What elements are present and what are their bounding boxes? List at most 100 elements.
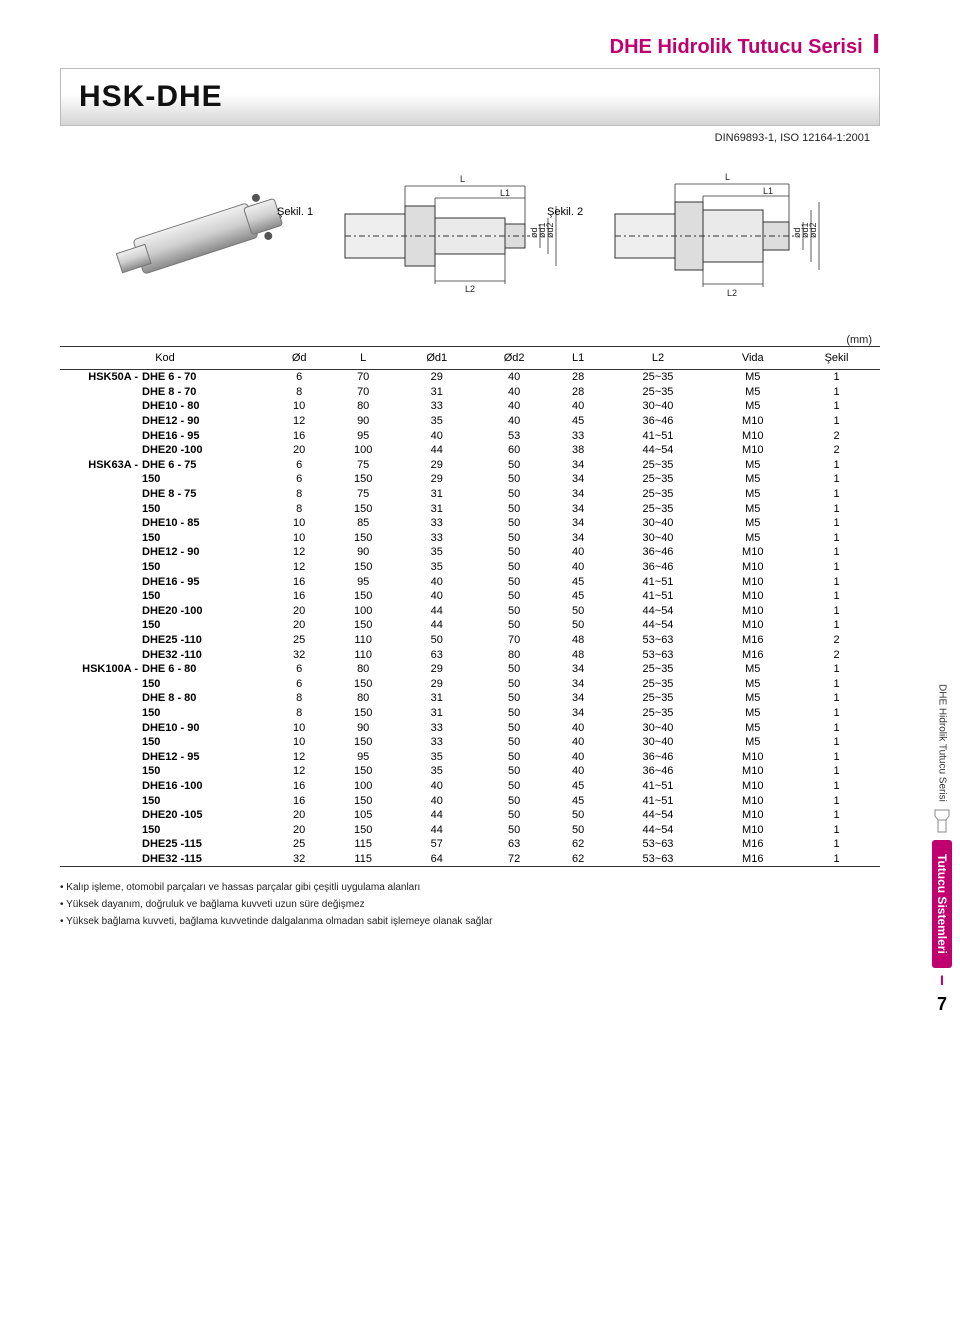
cell-L: 75 <box>328 458 398 473</box>
cell-prefix <box>60 516 140 531</box>
table-header-row: Kod Ød L Ød1 Ød2 L1 L2 Vida Şekil <box>60 347 880 370</box>
th-od2: Ød2 <box>475 347 552 370</box>
cell-d: 10 <box>270 399 328 414</box>
cell-d1: 33 <box>398 720 475 735</box>
cell-d2: 50 <box>475 764 552 779</box>
cell-code: DHE 6 - 75 <box>140 458 270 473</box>
cell-L1: 48 <box>553 647 604 662</box>
cell-code: 150 <box>140 764 270 779</box>
cell-vida: M5 <box>712 501 793 516</box>
cell-L1: 45 <box>553 574 604 589</box>
cell-vida: M10 <box>712 822 793 837</box>
figure-2-label: Şekil. 2 <box>547 206 583 218</box>
standard-line: DIN69893-1, ISO 12164-1:2001 <box>60 132 880 144</box>
cell-L2: 44~54 <box>604 443 713 458</box>
cell-L1: 40 <box>553 560 604 575</box>
cell-prefix <box>60 779 140 794</box>
cell-vida: M16 <box>712 633 793 648</box>
cell-d1: 35 <box>398 545 475 560</box>
cell-L: 75 <box>328 487 398 502</box>
cell-L: 150 <box>328 822 398 837</box>
cell-d: 12 <box>270 764 328 779</box>
cell-L: 150 <box>328 501 398 516</box>
cell-L2: 53~63 <box>604 837 713 852</box>
cell-vida: M16 <box>712 852 793 867</box>
cell-sekil: 1 <box>793 487 880 502</box>
cell-L: 80 <box>328 662 398 677</box>
cell-L: 100 <box>328 779 398 794</box>
cell-vida: M5 <box>712 720 793 735</box>
cell-L2: 44~54 <box>604 822 713 837</box>
cell-L2: 41~51 <box>604 574 713 589</box>
cell-code: 150 <box>140 706 270 721</box>
cell-L1: 34 <box>553 706 604 721</box>
table-row: DHE16 - 95169540533341~51M102 <box>60 428 880 443</box>
cell-vida: M5 <box>712 691 793 706</box>
cell-L2: 30~40 <box>604 399 713 414</box>
cell-d: 16 <box>270 589 328 604</box>
cell-d: 20 <box>270 604 328 619</box>
cell-L1: 62 <box>553 852 604 867</box>
table-row: DHE32 -1153211564726253~63M161 <box>60 852 880 867</box>
cell-code: DHE20 -105 <box>140 808 270 823</box>
cell-sekil: 1 <box>793 662 880 677</box>
spec-table: Kod Ød L Ød1 Ød2 L1 L2 Vida Şekil HSK50A… <box>60 346 880 867</box>
cell-L: 115 <box>328 852 398 867</box>
cell-d: 10 <box>270 531 328 546</box>
cell-L1: 34 <box>553 487 604 502</box>
side-series-label: DHE Hidrolik Tutucu Serisi <box>937 680 948 806</box>
cell-L1: 28 <box>553 370 604 385</box>
cell-L1: 34 <box>553 662 604 677</box>
product-title-box: HSK-DHE <box>60 68 880 126</box>
cell-sekil: 1 <box>793 822 880 837</box>
cell-L2: 30~40 <box>604 516 713 531</box>
cell-code: DHE 6 - 70 <box>140 370 270 385</box>
cell-code: 150 <box>140 735 270 750</box>
note-2: • Yüksek dayanım, doğruluk ve bağlama ku… <box>60 896 880 913</box>
table-row: DHE12 - 95129535504036~46M101 <box>60 749 880 764</box>
cell-prefix <box>60 560 140 575</box>
cell-sekil: 1 <box>793 458 880 473</box>
cell-d1: 31 <box>398 385 475 400</box>
cell-sekil: 1 <box>793 604 880 619</box>
cell-d: 20 <box>270 822 328 837</box>
cell-L: 110 <box>328 647 398 662</box>
cell-d2: 50 <box>475 749 552 764</box>
cell-d: 20 <box>270 443 328 458</box>
cell-code: DHE12 - 95 <box>140 749 270 764</box>
note-3: • Yüksek bağlama kuvveti, bağlama kuvvet… <box>60 913 880 930</box>
cell-sekil: 1 <box>793 691 880 706</box>
cell-prefix <box>60 385 140 400</box>
cell-L1: 40 <box>553 764 604 779</box>
cell-L2: 41~51 <box>604 589 713 604</box>
table-row: 1501015033504030~40M51 <box>60 735 880 750</box>
cell-L: 150 <box>328 676 398 691</box>
th-kod: Kod <box>60 347 270 370</box>
svg-text:L: L <box>460 174 465 184</box>
table-row: 1501615040504541~51M101 <box>60 793 880 808</box>
cell-L1: 50 <box>553 618 604 633</box>
cell-d2: 50 <box>475 458 552 473</box>
table-row: DHE12 - 90129035404536~46M101 <box>60 414 880 429</box>
cell-vida: M16 <box>712 837 793 852</box>
cell-prefix <box>60 633 140 648</box>
cell-code: DHE10 - 80 <box>140 399 270 414</box>
table-row: DHE16 -1001610040504541~51M101 <box>60 779 880 794</box>
diagram-row: Şekil. 1 <box>60 156 880 316</box>
cell-d: 25 <box>270 837 328 852</box>
svg-text:ød2: ød2 <box>545 222 555 238</box>
cell-d: 10 <box>270 735 328 750</box>
cell-L: 90 <box>328 545 398 560</box>
table-row: 1501615040504541~51M101 <box>60 589 880 604</box>
cell-d1: 33 <box>398 531 475 546</box>
cell-d: 12 <box>270 749 328 764</box>
cell-d2: 63 <box>475 837 552 852</box>
cell-prefix <box>60 472 140 487</box>
cell-code: DHE20 -100 <box>140 443 270 458</box>
cell-vida: M5 <box>712 531 793 546</box>
cell-sekil: 1 <box>793 720 880 735</box>
cell-sekil: 1 <box>793 618 880 633</box>
cell-sekil: 1 <box>793 749 880 764</box>
cell-L2: 25~35 <box>604 472 713 487</box>
cell-d2: 50 <box>475 472 552 487</box>
